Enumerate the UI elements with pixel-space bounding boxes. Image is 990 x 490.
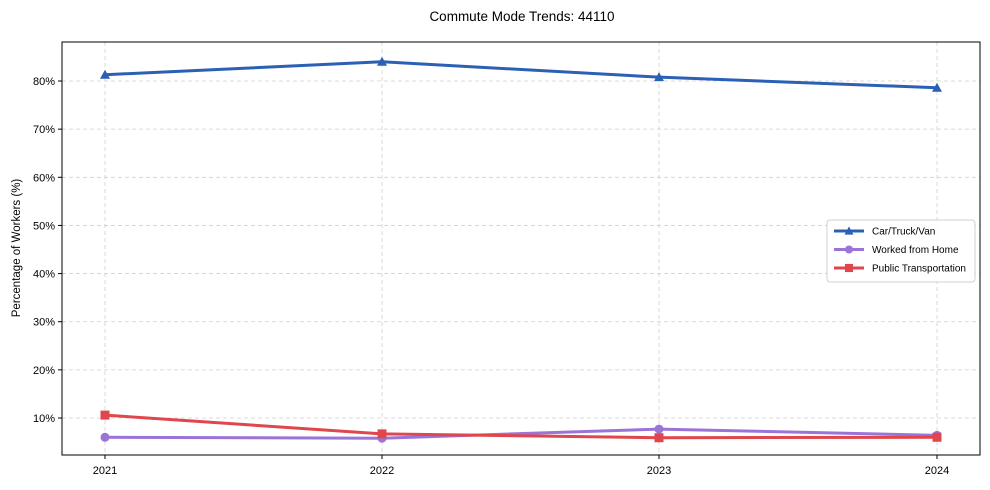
legend: Car/Truck/Van Worked from Home Public Tran… [826,219,976,283]
x-tick-label: 2021 [93,465,117,477]
square-marker [377,429,387,439]
legend-item: Worked from Home [834,245,959,256]
data-series [100,56,942,443]
series-line [104,427,938,440]
triangle-marker [932,82,942,92]
x-axis-ticks: 2021 2022 2023 2024 [93,455,949,477]
x-tick-label: 2022 [370,465,394,477]
legend-item: Public Transportation [834,264,966,275]
square-marker [654,433,664,443]
y-tick-label: 30% [33,317,55,329]
chart-title: Commute Mode Trends: 44110 [429,9,614,24]
square-marker [932,432,942,442]
square-marker [844,263,854,273]
series-line [104,413,938,440]
triangle-marker [377,56,387,66]
y-tick-label: 10% [33,413,55,425]
series-car-truck-van [100,56,942,92]
x-tick-label: 2024 [925,465,949,477]
y-tick-label: 50% [33,220,55,232]
y-tick-label: 60% [33,172,55,184]
circle-marker [100,432,110,442]
y-tick-label: 20% [33,365,55,377]
series-public-transportation [100,410,942,443]
y-tick-label: 70% [33,124,55,136]
legend-label: Car/Truck/Van [872,227,935,238]
legend-label: Public Transportation [872,264,966,275]
y-tick-label: 40% [33,269,55,281]
y-tick-label: 80% [33,76,55,88]
legend-item: Car/Truck/Van [834,226,935,238]
legend-label: Worked from Home [872,245,959,256]
triangle-marker [844,226,854,235]
y-axis-ticks: 10% 20% 30% 40% 50% 60% 70% 80% [33,76,62,425]
series-line [104,60,938,90]
y-axis-label: Percentage of Workers (%) [11,179,23,318]
square-marker [100,410,110,420]
x-tick-label: 2023 [647,465,671,477]
triangle-marker [100,69,110,79]
plot-area-frame [61,41,981,456]
triangle-marker [654,72,664,82]
circle-marker [654,424,664,434]
circle-marker [844,245,854,254]
series-worked-from-home [100,424,942,443]
